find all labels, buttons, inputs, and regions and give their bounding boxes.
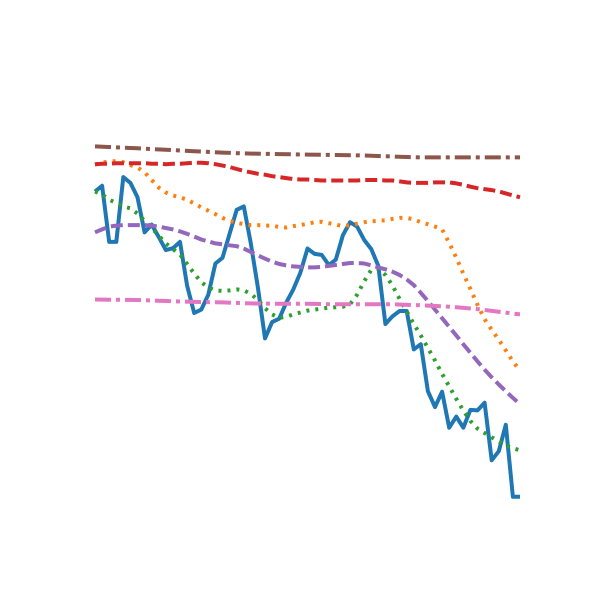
series-line-5 — [94, 223, 522, 406]
series-line-1 — [93, 175, 520, 499]
series-line-4 — [94, 160, 521, 200]
series-line-6 — [94, 144, 520, 160]
series-line-2 — [94, 159, 522, 372]
series-line-3 — [94, 189, 521, 453]
series-line-7 — [94, 297, 521, 317]
plot-area — [93, 144, 522, 499]
